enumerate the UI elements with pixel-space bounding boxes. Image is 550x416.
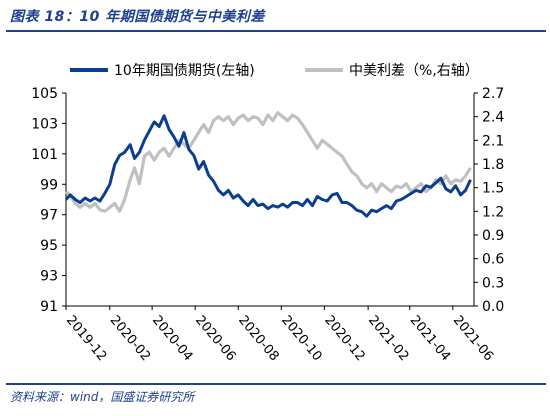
title-rule (6, 30, 546, 32)
y-left-tick-label: 99 (40, 177, 58, 193)
y-right-tick-label: 1.5 (482, 181, 504, 197)
y-right-tick-label: 2.1 (482, 133, 504, 149)
y-left-tick-label: 95 (40, 238, 58, 254)
series-line-rate-spread (64, 111, 472, 213)
x-tick-label: 2021-06 (450, 313, 496, 364)
y-left-tick-label: 101 (31, 147, 58, 163)
x-tick-label: 2021-02 (365, 313, 411, 364)
y-right-tick-label: 2.7 (482, 86, 504, 102)
legend-label: 10年期国债期货(左轴) (114, 62, 255, 79)
y-left-tick-label: 91 (40, 299, 58, 315)
y-right-tick-label: 0.0 (482, 299, 504, 315)
x-tick-label: 2020-04 (149, 313, 195, 364)
x-tick-label: 2020-10 (278, 313, 324, 364)
y-right-tick-label: 0.9 (482, 228, 504, 244)
y-left-tick-label: 105 (31, 86, 58, 102)
x-tick-label: 2020-06 (192, 313, 238, 364)
source-rule (6, 383, 546, 385)
y-right-tick-label: 0.3 (482, 275, 504, 291)
source-note: 资料来源：wind，国盛证券研究所 (10, 390, 195, 404)
y-right-tick-label: 0.6 (482, 252, 504, 268)
x-tick-label: 2021-04 (407, 313, 453, 364)
x-tick-label: 2019-12 (63, 313, 109, 364)
y-right-tick-label: 1.2 (482, 204, 504, 220)
y-right-tick-label: 1.8 (482, 157, 504, 173)
legend-label: 中美利差（%,右轴） (349, 63, 479, 79)
series-line-bond-futures (64, 114, 472, 218)
y-right-tick-label: 2.4 (482, 110, 504, 126)
y-left-tick-label: 97 (40, 208, 58, 224)
x-tick-label: 2020-08 (235, 313, 281, 364)
figure-title: 图表 18：10 年期国债期货与中美利差 (10, 9, 265, 25)
x-tick-label: 2020-02 (107, 313, 153, 364)
x-tick-label: 2020-12 (321, 313, 367, 364)
y-left-tick-label: 103 (31, 116, 58, 132)
y-left-tick-label: 93 (40, 269, 58, 285)
